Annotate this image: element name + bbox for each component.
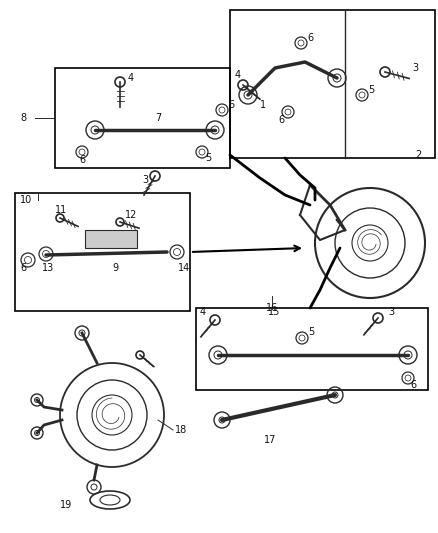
Text: 6: 6 [410,380,416,390]
Text: 1: 1 [260,100,266,110]
Text: 8: 8 [20,113,26,123]
Text: 17: 17 [264,435,276,445]
Text: 4: 4 [235,70,241,80]
Text: 5: 5 [205,153,211,163]
Text: 6: 6 [20,263,26,273]
Text: 13: 13 [42,263,54,273]
Bar [230,10,435,158]
Bar [196,308,428,390]
Text: 16: 16 [266,303,278,313]
Text: 4: 4 [200,307,206,317]
Text: 3: 3 [412,63,418,73]
Text: 5: 5 [308,327,314,337]
Text: 2: 2 [415,150,421,160]
Text: 5: 5 [368,85,374,95]
Text: 9: 9 [112,263,118,273]
Text: 7: 7 [155,113,161,123]
Bar [55,68,230,168]
Bar [15,193,190,311]
Text: 10: 10 [20,195,32,205]
Text: 15: 15 [268,307,280,317]
Text: 4: 4 [128,73,134,83]
Text: 6: 6 [228,100,234,110]
Text: 12: 12 [125,210,138,220]
Text: 19: 19 [60,500,72,510]
Text: 6: 6 [278,115,284,125]
Text: 18: 18 [175,425,187,435]
Text: 11: 11 [55,205,67,215]
Text: 6: 6 [307,33,313,43]
Text: 6: 6 [79,155,85,165]
Text: 3: 3 [142,175,148,185]
Bar [85,230,137,248]
Text: 14: 14 [178,263,190,273]
Text: 3: 3 [388,307,394,317]
